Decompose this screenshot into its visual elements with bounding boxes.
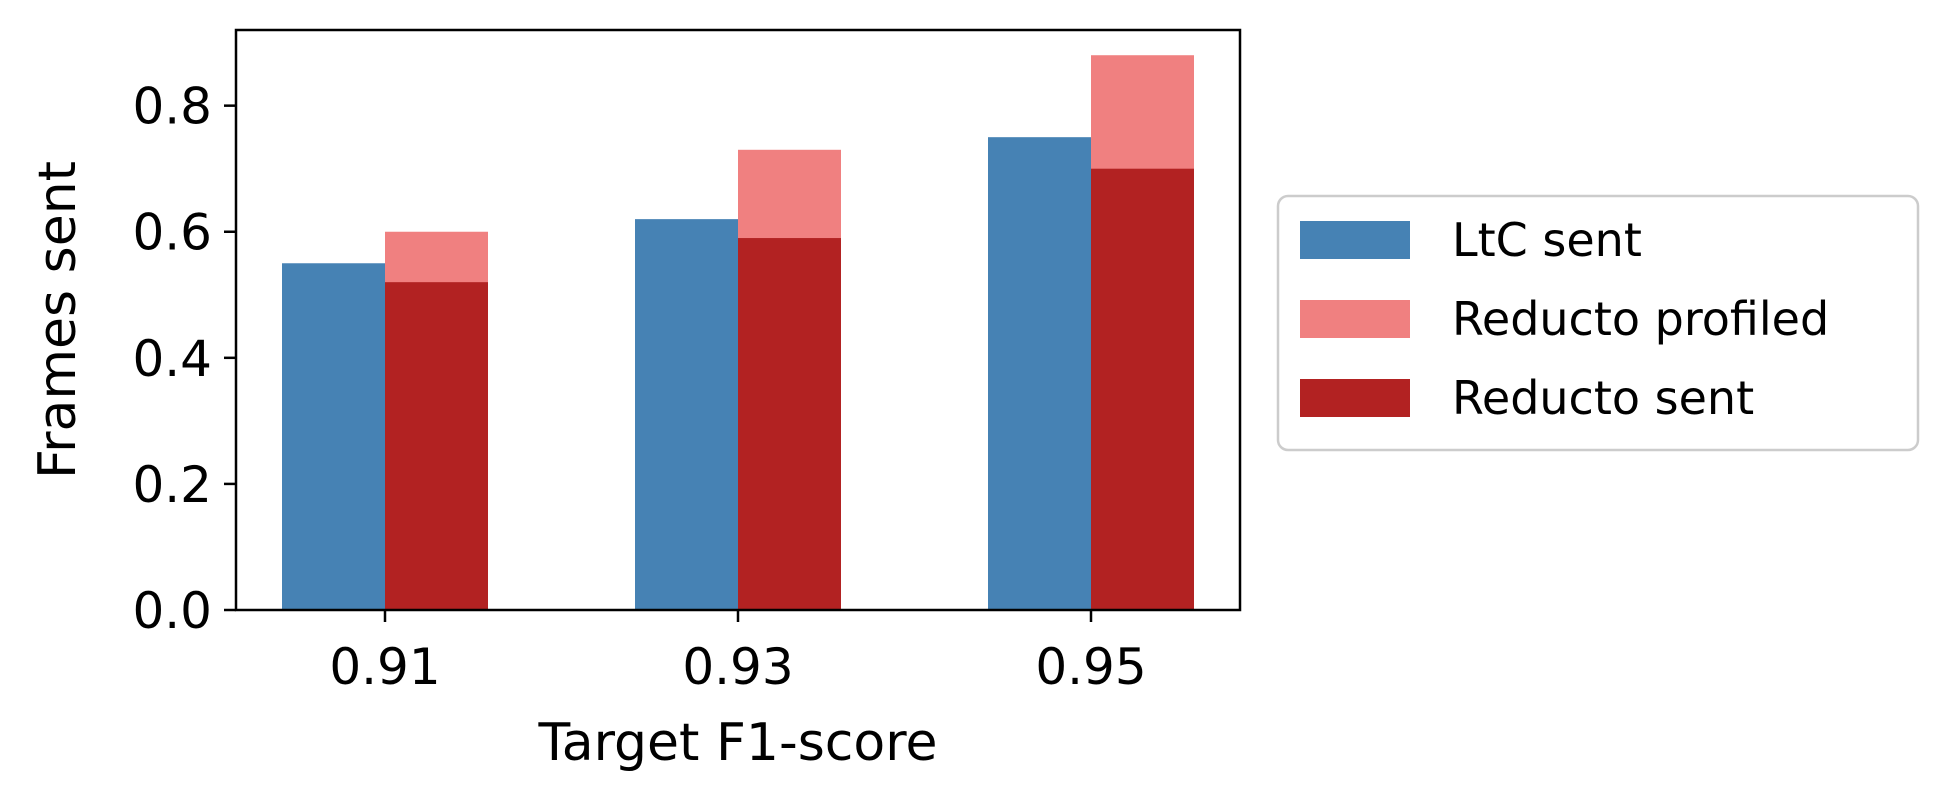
x-tick-label: 0.95 bbox=[1035, 638, 1146, 696]
legend-swatch bbox=[1300, 379, 1410, 417]
bar-reducto-sent-0.91 bbox=[385, 282, 488, 610]
y-tick-label: 0.0 bbox=[132, 582, 212, 640]
x-tick-label: 0.93 bbox=[682, 638, 793, 696]
y-tick-label: 0.2 bbox=[132, 456, 212, 514]
y-tick-label: 0.4 bbox=[132, 330, 212, 388]
bars-group bbox=[282, 55, 1194, 611]
x-axis: 0.91 0.93 0.95 bbox=[329, 610, 1147, 696]
bar-reducto-sent-0.93 bbox=[738, 238, 841, 611]
bar-reducto-sent-0.95 bbox=[1091, 168, 1194, 610]
legend-label: Reducto sent bbox=[1452, 371, 1754, 425]
legend-label: LtC sent bbox=[1452, 213, 1642, 267]
bar-ltc-sent-0.91 bbox=[282, 263, 385, 610]
x-axis-label: Target F1-score bbox=[538, 713, 938, 773]
bar-ltc-sent-0.95 bbox=[988, 137, 1091, 610]
x-tick-label: 0.91 bbox=[329, 638, 440, 696]
legend-swatch bbox=[1300, 300, 1410, 338]
legend: LtC sent Reducto profiled Reducto sent bbox=[1276, 194, 1920, 452]
y-axis: 0.0 0.2 0.4 0.6 0.8 bbox=[132, 78, 236, 640]
legend-label: Reducto profiled bbox=[1452, 292, 1829, 346]
y-tick-label: 0.8 bbox=[132, 78, 212, 136]
bar-ltc-sent-0.93 bbox=[635, 219, 738, 610]
y-axis-label: Frames sent bbox=[28, 161, 88, 479]
y-tick-label: 0.6 bbox=[132, 204, 212, 262]
legend-swatch bbox=[1300, 221, 1410, 259]
legend-box bbox=[1276, 194, 1920, 452]
